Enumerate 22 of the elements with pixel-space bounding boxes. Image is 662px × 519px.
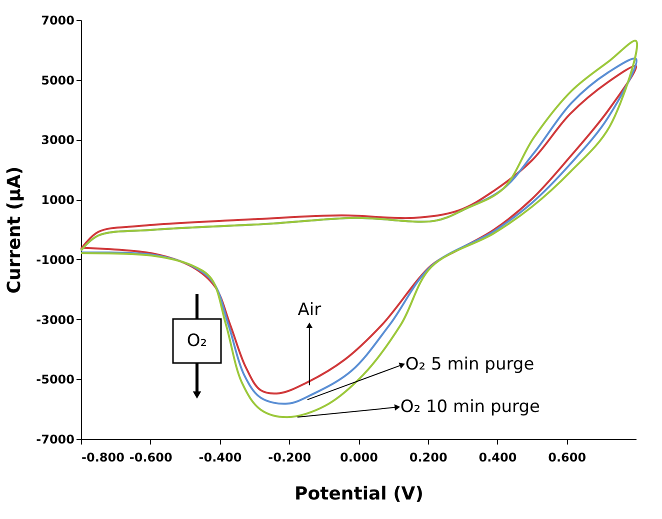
y-tick-label: -7000 bbox=[36, 432, 74, 446]
text: Air bbox=[298, 300, 322, 320]
x-axis-title: Potential (V) bbox=[294, 484, 424, 504]
x-tick-label: -0.800 bbox=[82, 450, 124, 464]
y-tick-label: -5000 bbox=[36, 372, 74, 387]
x-tick-label: 0.200 bbox=[409, 450, 448, 464]
annotation: O₂ bbox=[186, 331, 208, 351]
x-tick-label: -0.400 bbox=[198, 450, 242, 464]
x-tick-label: -0.600 bbox=[129, 450, 172, 464]
y-tick-label: -1000 bbox=[36, 252, 74, 267]
y-tick-label: 1000 bbox=[41, 193, 74, 208]
text: O₂ 10 min purge bbox=[400, 397, 540, 418]
x-tick-label: 0.400 bbox=[478, 450, 517, 464]
x-tick-label: 0.000 bbox=[340, 450, 378, 464]
x-tick-label: 0.600 bbox=[548, 450, 586, 464]
y-tick-label: 5000 bbox=[41, 73, 74, 88]
y-axis-title: Current (µA) bbox=[4, 166, 26, 294]
y-tick-label: -3000 bbox=[36, 312, 74, 327]
y-tick-label: 7000 bbox=[41, 14, 74, 28]
series-label: O₂ 5 min purge bbox=[405, 354, 534, 375]
y-tick-label: 3000 bbox=[41, 133, 74, 148]
x-tick-label: -0.200 bbox=[268, 450, 312, 464]
